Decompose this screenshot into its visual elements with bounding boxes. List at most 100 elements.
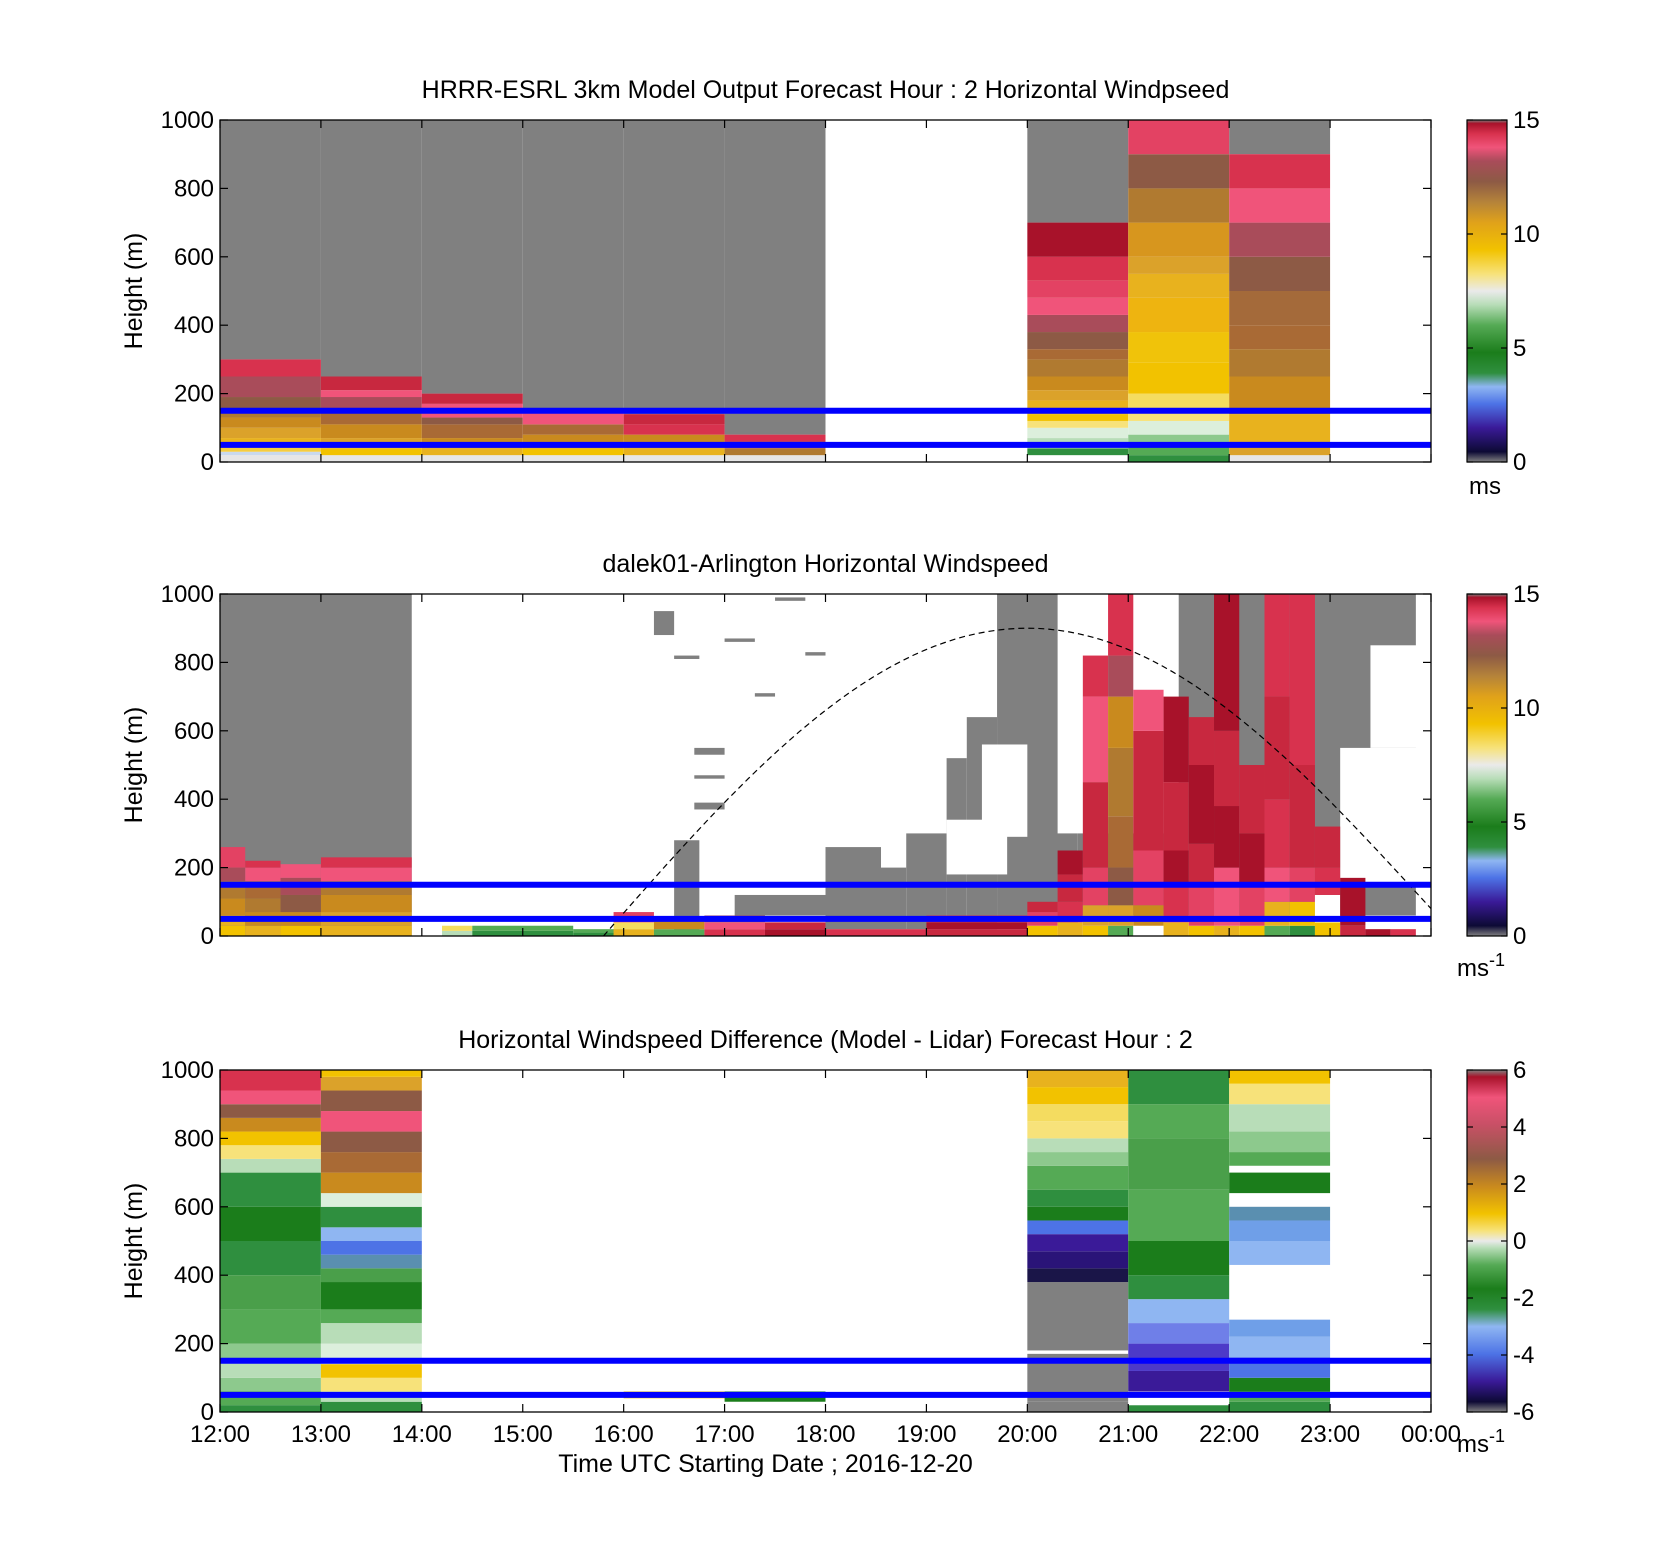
heatmap-cell [320, 390, 422, 398]
heatmap-cell [320, 448, 422, 456]
missing-data-speck [754, 693, 776, 697]
heatmap-cell [623, 455, 725, 462]
heatmap-cell [1027, 1220, 1129, 1235]
heatmap-cell [220, 1405, 321, 1412]
heatmap-cell [1229, 1172, 1331, 1194]
heatmap-cell [1133, 925, 1164, 936]
heatmap-cell [320, 1076, 422, 1091]
heatmap-cell [1027, 332, 1129, 350]
y-axis-label: Height (m) [120, 233, 148, 350]
heatmap-cell [220, 1206, 321, 1241]
heatmap-cell [1027, 349, 1129, 360]
heatmap-cell [1229, 1401, 1331, 1412]
heatmap-cell [1128, 1275, 1230, 1300]
colorbar-tick-label: 15 [1513, 581, 1540, 608]
panel-3: 12:00 13:00 14:00 15:00 16:00 17:00 18:00 19:00… [120, 1026, 1534, 1478]
heatmap-cell [623, 414, 725, 425]
heatmap-cell [320, 1070, 422, 1077]
panel-title: dalek01-Arlington Horizontal Windspeed [602, 550, 1048, 578]
heatmap-cell [1340, 925, 1366, 936]
heatmap-cell [522, 455, 624, 462]
x-tick-label: 22:00 [1199, 1421, 1259, 1448]
heatmap-cell [1229, 1070, 1331, 1084]
heatmap-cell [613, 929, 654, 936]
heatmap-cell [1128, 332, 1230, 363]
heatmap-cell [220, 925, 246, 936]
heatmap-cell [1133, 905, 1164, 926]
heatmap-cell [1027, 1189, 1129, 1207]
heatmap-cell [220, 410, 321, 418]
heatmap-cell [320, 1206, 422, 1228]
heatmap-cell [1163, 922, 1189, 936]
heatmap-cell [1057, 874, 1083, 902]
heatmap-cell [320, 1172, 422, 1194]
heatmap-cell [320, 1152, 422, 1173]
colorbar-tick-label: 0 [1513, 1228, 1526, 1255]
missing-data-speck [694, 775, 725, 779]
heatmap-cell [1027, 1251, 1129, 1269]
heatmap-cell [280, 925, 321, 936]
heatmap-cell [220, 359, 321, 377]
heatmap-cell [320, 455, 422, 462]
heatmap-cell [1128, 410, 1230, 421]
y-tick-label: 600 [174, 718, 214, 745]
heatmap-cell [1027, 1268, 1129, 1283]
heatmap-cell [1264, 799, 1290, 868]
heatmap-cell [1239, 925, 1265, 936]
heatmap-cell [1128, 393, 1230, 411]
missing-data-block [320, 120, 422, 377]
heatmap-cell [613, 922, 654, 930]
heatmap-cell [1133, 730, 1164, 851]
panel-title: Horizontal Windspeed Difference (Model -… [458, 1026, 1193, 1054]
missing-data-block [623, 120, 725, 415]
heatmap-cell [1027, 1165, 1129, 1190]
heatmap-cell [724, 448, 826, 456]
heatmap-cell [245, 925, 281, 936]
missing-data-speck [775, 597, 806, 601]
heatmap-cell [1128, 1138, 1230, 1190]
colorbar [1466, 593, 1508, 937]
x-tick-label: 00:00 [1401, 1421, 1461, 1448]
colorbar-tick-label: 10 [1513, 221, 1540, 248]
missing-data-block [906, 833, 947, 930]
missing-data-block [220, 120, 321, 360]
heatmap-cell [1108, 905, 1134, 926]
heatmap-cell [1314, 922, 1341, 936]
heatmap-cell [1082, 782, 1109, 868]
heatmap-cell [1027, 1087, 1129, 1105]
heatmap-cell [421, 455, 523, 462]
heatmap-cell [623, 448, 725, 456]
heatmap-cell [320, 1377, 422, 1392]
x-tick-label: 13:00 [291, 1421, 351, 1448]
heatmap-cell [1128, 1104, 1230, 1139]
heatmap-cell [1027, 414, 1129, 421]
heatmap-cell [1027, 1234, 1129, 1252]
heatmap-cell [220, 438, 321, 445]
heatmap-cell [623, 424, 725, 435]
heatmap-cell [1108, 925, 1134, 936]
heatmap-cell [220, 898, 246, 916]
x-tick-label: 20:00 [997, 1421, 1057, 1448]
heatmap-cell [1289, 765, 1315, 868]
colorbar-unit: ms [1469, 473, 1501, 500]
heatmap-cell [220, 455, 321, 462]
y-tick-label: 1000 [161, 107, 214, 134]
heatmap-cell [220, 1172, 321, 1207]
x-axis-label: Time UTC Starting Date ; 2016-12-20 [558, 1450, 973, 1478]
missing-data-block [421, 120, 523, 394]
solar-elevation-curve [603, 627, 1431, 936]
heatmap-cell [220, 397, 321, 411]
y-tick-label: 1000 [161, 581, 214, 608]
x-tick-label: 14:00 [392, 1421, 452, 1448]
heatmap-cell [1214, 925, 1240, 936]
heatmap-cell [1133, 689, 1164, 731]
heatmap-cell [704, 922, 765, 930]
heatmap-cell [1128, 154, 1230, 189]
x-tick-label: 15:00 [493, 1421, 553, 1448]
missing-data-block [734, 894, 826, 916]
colorbar [1466, 1069, 1508, 1413]
heatmap-cell [1229, 1131, 1331, 1153]
heatmap-cell [1027, 376, 1129, 391]
heatmap-cell [1229, 455, 1331, 462]
heatmap-cell [1229, 1152, 1331, 1166]
